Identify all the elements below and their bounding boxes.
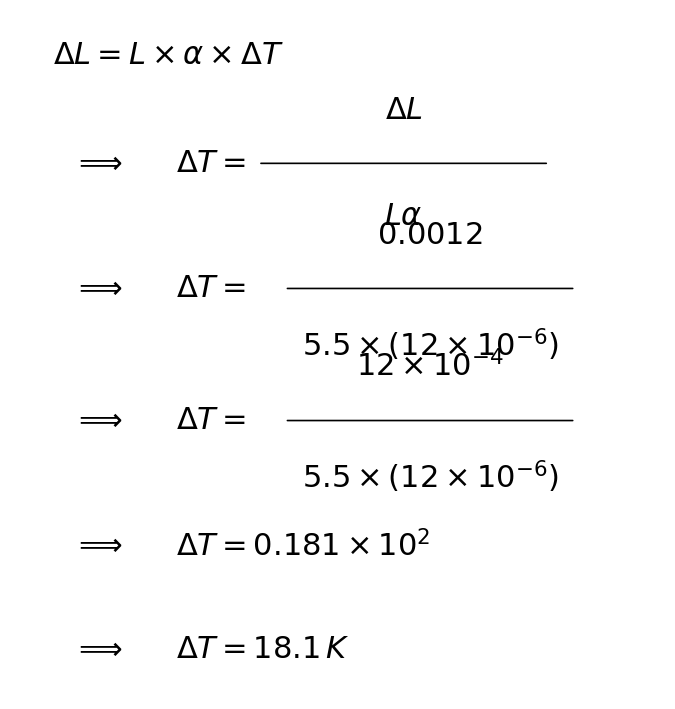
Text: $\Delta T =$: $\Delta T =$ [176,274,245,303]
Text: $\Delta T =$: $\Delta T =$ [176,406,245,435]
Text: $\Delta T = 0.181 \times 10^{2}$: $\Delta T = 0.181 \times 10^{2}$ [176,530,430,562]
Text: $L\alpha$: $L\alpha$ [384,201,423,230]
Text: $\Longrightarrow$: $\Longrightarrow$ [73,406,124,435]
Text: $5.5 \times (12 \times 10^{-6})$: $5.5 \times (12 \times 10^{-6})$ [302,327,558,363]
Text: $\Longrightarrow$: $\Longrightarrow$ [73,635,124,664]
Text: $\Delta L$: $\Delta L$ [385,96,423,125]
Text: $5.5 \times (12 \times 10^{-6})$: $5.5 \times (12 \times 10^{-6})$ [302,459,558,496]
Text: $\Longrightarrow$: $\Longrightarrow$ [73,274,124,303]
Text: $12 \times 10^{-4}$: $12 \times 10^{-4}$ [356,350,504,382]
Text: $\Longrightarrow$: $\Longrightarrow$ [73,149,124,178]
Text: $\Delta T = 18.1\,K$: $\Delta T = 18.1\,K$ [176,635,350,664]
Text: $0.0012$: $0.0012$ [377,221,483,250]
Text: $\Delta T =$: $\Delta T =$ [176,149,245,178]
Text: $\Longrightarrow$: $\Longrightarrow$ [73,531,124,560]
Text: $\Delta L = L \times \alpha \times \Delta T$: $\Delta L = L \times \alpha \times \Delt… [53,41,284,70]
